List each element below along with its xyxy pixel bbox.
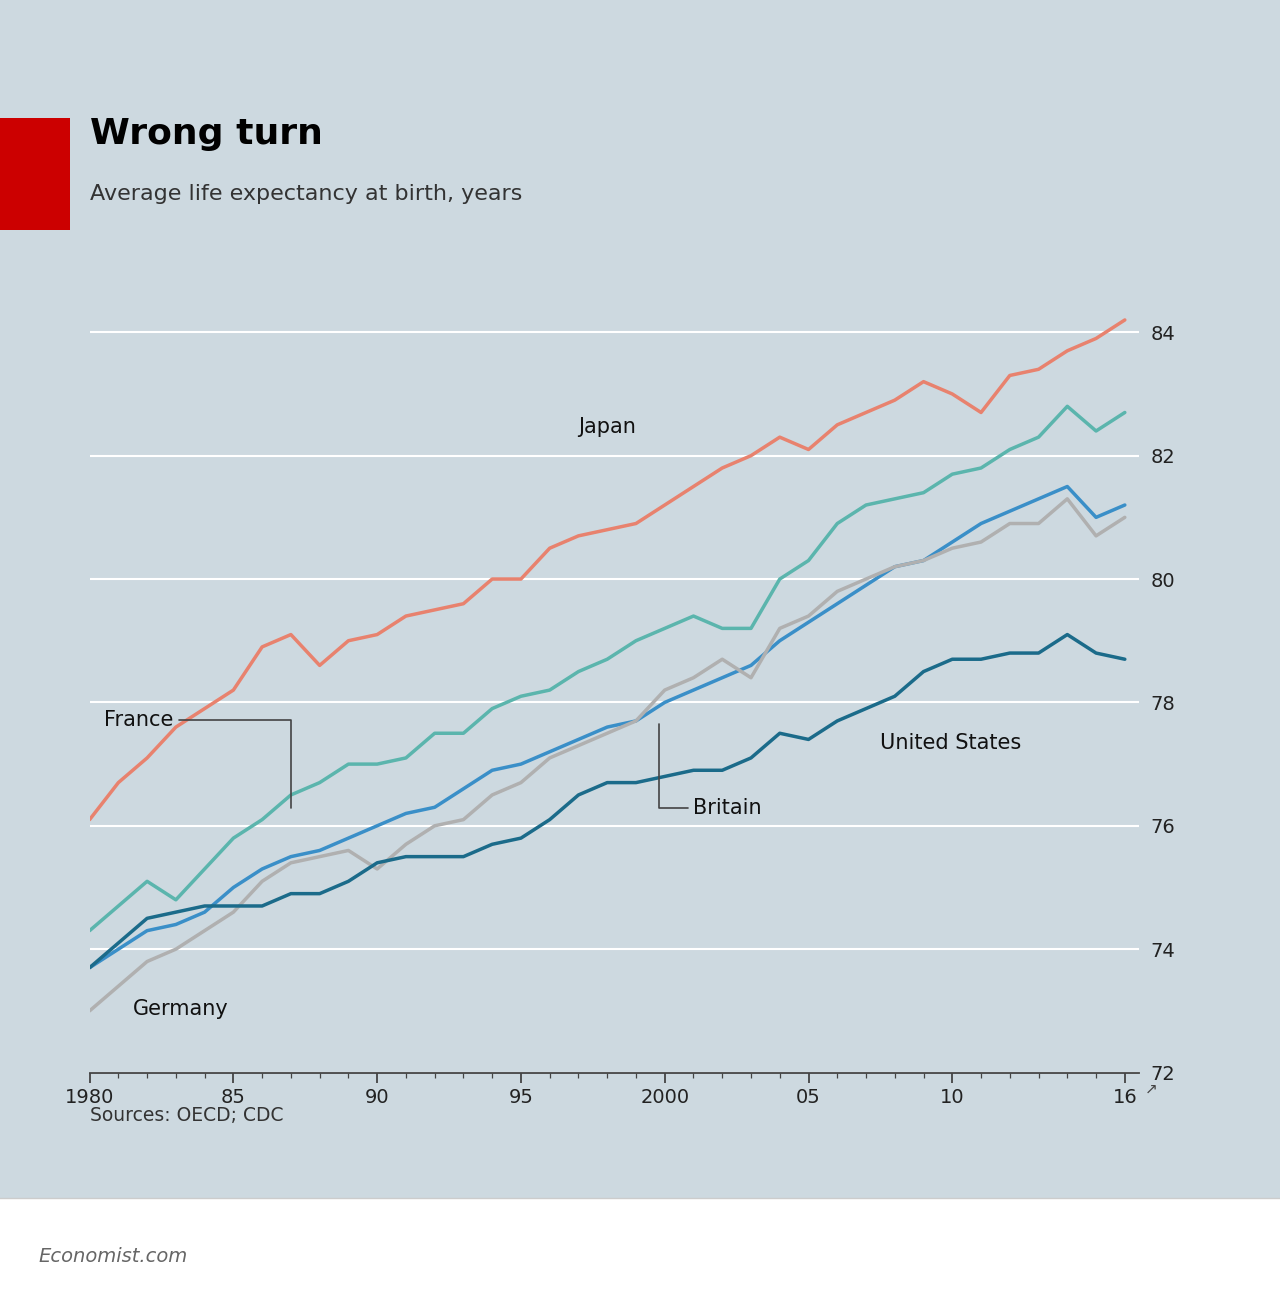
Text: Economist.com: Economist.com (38, 1248, 188, 1266)
Text: Sources: OECD; CDC: Sources: OECD; CDC (90, 1107, 283, 1125)
Text: France: France (104, 711, 291, 808)
Text: United States: United States (881, 733, 1021, 753)
Text: Average life expectancy at birth, years: Average life expectancy at birth, years (90, 184, 522, 204)
Text: ↗: ↗ (1144, 1082, 1157, 1096)
Text: Germany: Germany (133, 999, 229, 1019)
Text: Britain: Britain (659, 724, 762, 819)
Text: Japan: Japan (579, 417, 636, 437)
Text: Wrong turn: Wrong turn (90, 117, 323, 151)
